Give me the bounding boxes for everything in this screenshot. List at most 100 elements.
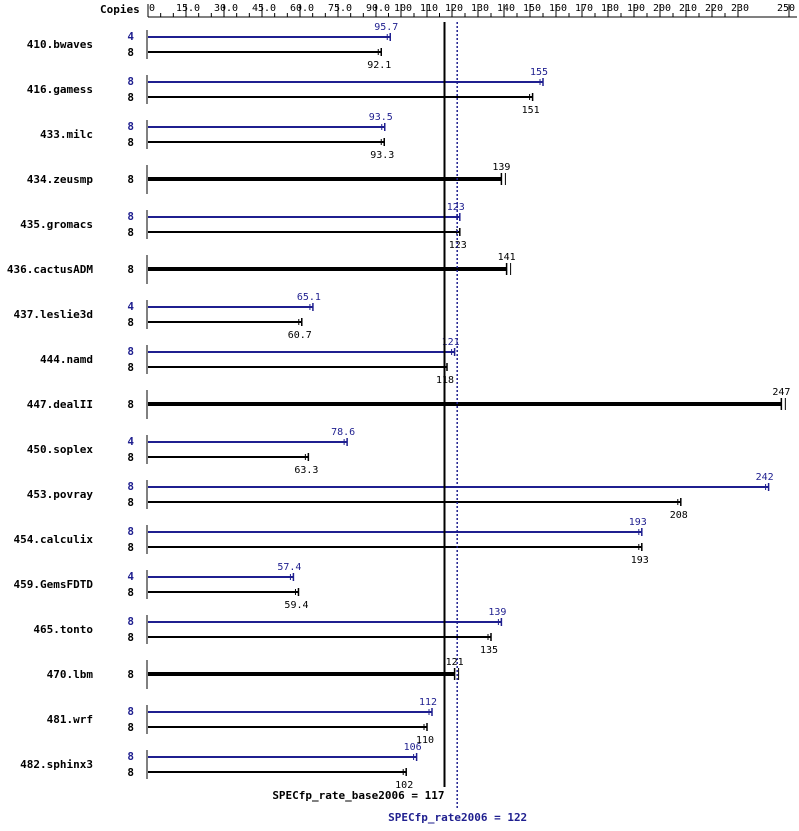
benchmark-row: 470.lbm 8 121 xyxy=(47,657,464,689)
copies-base: 8 xyxy=(127,226,134,239)
copies-base: 8 xyxy=(127,631,134,644)
benchmark-row: 459.GemsFDTD 4 8 57.4 59.4 xyxy=(14,562,309,611)
copies-base: 8 xyxy=(127,766,134,779)
copies-base: 8 xyxy=(127,46,134,59)
value-label-base: 60.7 xyxy=(288,330,312,341)
x-tick-label: 160 xyxy=(549,3,567,14)
benchmark-label: 482.sphinx3 xyxy=(20,758,93,771)
benchmark-row: 450.soplex 4 8 78.6 63.3 xyxy=(27,427,355,476)
benchmark-label: 447.dealII xyxy=(27,398,93,411)
copies-peak: 8 xyxy=(127,480,134,493)
x-tick-label: 110 xyxy=(420,3,438,14)
copies-peak: 8 xyxy=(127,120,134,133)
value-label-base: 151 xyxy=(522,105,540,116)
benchmark-row: 434.zeusmp 8 139 xyxy=(27,162,510,194)
benchmark-row: 481.wrf 8 8 112 110 xyxy=(47,697,437,746)
value-label-peak: 57.4 xyxy=(277,562,301,573)
base-reference-label: SPECfp_rate_base2006 = 117 xyxy=(272,789,444,802)
copies-header: Copies xyxy=(100,3,140,16)
value-label-base: 102 xyxy=(395,780,413,791)
value-label-base: 141 xyxy=(498,252,516,263)
x-tick-label: 220 xyxy=(705,3,723,14)
benchmark-row: 410.bwaves 4 8 95.7 92.1 xyxy=(27,22,399,71)
x-tick-label: 15.0 xyxy=(176,3,200,14)
copies-peak: 8 xyxy=(127,75,134,88)
benchmark-label: 453.povray xyxy=(27,488,94,501)
benchmark-row: 465.tonto 8 8 139 135 xyxy=(33,607,506,656)
value-label-base: 135 xyxy=(480,645,498,656)
copies-base: 8 xyxy=(127,668,134,681)
value-label-peak: 139 xyxy=(488,607,506,618)
copies-base: 8 xyxy=(127,91,134,104)
x-tick-label: 200 xyxy=(653,3,671,14)
copies-base: 8 xyxy=(127,361,134,374)
benchmark-label: 444.namd xyxy=(40,353,93,366)
copies-peak: 8 xyxy=(127,210,134,223)
x-axis: 0 15.0 30.0 45.0 60.0 75.0 90.0 100 110 120 130 140… xyxy=(147,3,797,18)
x-tick-label: 45.0 xyxy=(252,3,276,14)
value-label-peak: 123 xyxy=(447,202,465,213)
value-label-base: 247 xyxy=(772,387,790,398)
copies-base: 8 xyxy=(127,263,134,276)
copies-peak: 8 xyxy=(127,705,134,718)
peak-reference-label: SPECfp_rate2006 = 122 xyxy=(388,811,527,824)
x-tick-label: 30.0 xyxy=(214,3,238,14)
benchmark-row: 436.cactusADM 8 141 xyxy=(7,252,516,284)
benchmark-row: 482.sphinx3 8 8 106 102 xyxy=(20,742,421,791)
benchmark-row: 433.milc 8 8 93.5 93.3 xyxy=(40,112,394,161)
value-label-peak: 112 xyxy=(419,697,437,708)
value-label-peak: 106 xyxy=(404,742,422,753)
x-tick-label: 250 xyxy=(777,3,795,14)
benchmark-row: 416.gamess 8 8 155 151 xyxy=(27,67,548,116)
value-label-base: 63.3 xyxy=(294,465,318,476)
x-tick-label: 130 xyxy=(471,3,489,14)
value-label-base: 139 xyxy=(492,162,510,173)
value-label-peak: 78.6 xyxy=(331,427,355,438)
benchmark-label: 454.calculix xyxy=(14,533,94,546)
copies-base: 8 xyxy=(127,316,134,329)
value-label-base: 59.4 xyxy=(284,600,308,611)
benchmark-label: 465.tonto xyxy=(33,623,93,636)
value-label-base: 92.1 xyxy=(367,60,391,71)
x-tick-label: 90.0 xyxy=(366,3,390,14)
value-label-peak: 93.5 xyxy=(369,112,393,123)
value-label-base: 121 xyxy=(446,657,464,668)
x-tick-label: 100 xyxy=(394,3,412,14)
value-label-base: 110 xyxy=(416,735,434,746)
value-label-base: 208 xyxy=(670,510,688,521)
x-tick-label: 60.0 xyxy=(290,3,314,14)
copies-base: 8 xyxy=(127,541,134,554)
value-label-peak: 242 xyxy=(756,472,774,483)
x-tick-label: 230 xyxy=(731,3,749,14)
benchmark-label: 481.wrf xyxy=(47,713,93,726)
copies-peak: 8 xyxy=(127,525,134,538)
benchmark-label: 437.leslie3d xyxy=(14,308,93,321)
benchmark-row: 437.leslie3d 4 8 65.1 60.7 xyxy=(14,292,321,341)
value-label-peak: 155 xyxy=(530,67,548,78)
benchmark-row: 454.calculix 8 8 193 193 xyxy=(14,517,649,566)
x-tick-label: 210 xyxy=(679,3,697,14)
copies-base: 8 xyxy=(127,721,134,734)
x-tick-label: 120 xyxy=(445,3,463,14)
benchmark-row: 453.povray 8 8 242 208 xyxy=(27,472,774,521)
value-label-peak: 95.7 xyxy=(374,22,398,33)
x-tick-label: 140 xyxy=(497,3,515,14)
benchmark-label: 435.gromacs xyxy=(20,218,93,231)
benchmark-rows: 410.bwaves 4 8 95.7 92.1 416.gamess 8 8 155 151 43… xyxy=(7,22,790,791)
benchmark-label: 436.cactusADM xyxy=(7,263,93,276)
x-tick-label: 0 xyxy=(149,3,155,14)
x-tick-label: 190 xyxy=(627,3,645,14)
benchmark-label: 459.GemsFDTD xyxy=(14,578,94,591)
value-label-peak: 121 xyxy=(442,337,460,348)
value-label-peak: 193 xyxy=(629,517,647,528)
copies-peak: 8 xyxy=(127,345,134,358)
copies-peak: 8 xyxy=(127,750,134,763)
copies-peak: 4 xyxy=(127,300,134,313)
x-tick-label: 75.0 xyxy=(328,3,352,14)
benchmark-label: 433.milc xyxy=(40,128,93,141)
value-label-base: 123 xyxy=(449,240,467,251)
benchmark-row: 447.dealII 8 247 xyxy=(27,387,790,419)
benchmark-row: 444.namd88121118 xyxy=(40,337,460,386)
benchmark-label: 410.bwaves xyxy=(27,38,93,51)
copies-base: 8 xyxy=(127,398,134,411)
